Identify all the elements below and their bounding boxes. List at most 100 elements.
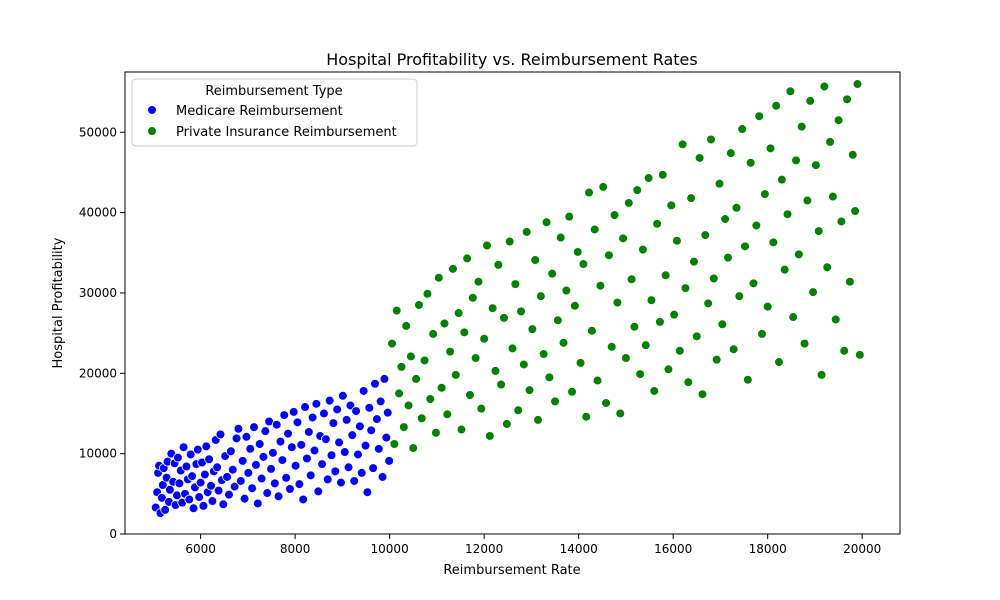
private-insurance-point xyxy=(519,359,529,370)
medicare-point xyxy=(165,485,175,495)
private-insurance-point xyxy=(401,321,411,331)
medicare-point xyxy=(304,427,314,437)
medicare-point xyxy=(194,492,204,502)
medicare-point xyxy=(330,466,341,477)
medicare-point xyxy=(231,433,242,444)
medicare-point xyxy=(343,462,354,473)
medicare-point xyxy=(222,472,232,482)
medicare-point xyxy=(270,478,280,489)
private-insurance-point xyxy=(604,250,614,260)
private-insurance-point xyxy=(419,355,430,366)
medicare-point xyxy=(233,423,244,434)
legend-label-private-insurance: Private Insurance Reimbursement xyxy=(176,125,397,140)
medicare-point xyxy=(277,455,288,465)
plot-frame xyxy=(124,71,901,535)
medicare-point xyxy=(356,468,367,478)
medicare-point xyxy=(319,408,329,419)
medicare-point xyxy=(258,452,269,462)
private-insurance-point xyxy=(530,255,540,265)
medicare-point xyxy=(192,444,203,455)
private-insurance-point xyxy=(482,240,492,251)
private-insurance-point xyxy=(777,174,787,185)
medicare-point xyxy=(285,484,295,494)
medicare-point xyxy=(174,478,185,489)
medicare-point xyxy=(215,429,226,440)
medicare-point xyxy=(302,453,312,464)
private-insurance-point xyxy=(802,195,813,206)
private-insurance-point xyxy=(516,306,526,317)
private-insurance-point xyxy=(822,262,833,273)
private-insurance-point xyxy=(606,341,617,352)
private-insurance-point xyxy=(680,283,691,293)
medicare-point xyxy=(296,440,307,450)
private-insurance-point xyxy=(714,178,725,189)
private-insurance-point xyxy=(737,124,747,134)
medicare-point xyxy=(243,468,254,478)
medicare-point xyxy=(207,496,218,506)
medicare-point xyxy=(381,432,392,443)
private-insurance-point xyxy=(558,337,569,348)
private-insurance-point xyxy=(677,139,688,150)
medicare-point xyxy=(351,406,361,416)
private-insurance-point xyxy=(726,148,736,158)
private-insurance-point xyxy=(700,230,711,240)
private-insurance-point xyxy=(706,134,716,145)
y-tick-label: 30000 xyxy=(79,286,117,300)
medicare-point xyxy=(218,499,229,510)
private-insurance-point xyxy=(570,301,580,311)
private-insurance-point xyxy=(657,170,668,180)
medicare-point xyxy=(260,426,271,436)
private-insurance-point xyxy=(635,369,645,379)
private-insurance-point xyxy=(782,209,793,220)
private-insurance-point xyxy=(533,415,543,425)
private-insurance-point xyxy=(748,278,759,289)
private-insurance-point xyxy=(852,79,863,89)
medicare-point xyxy=(288,407,299,417)
legend-box xyxy=(131,78,418,147)
private-insurance-point xyxy=(442,409,453,420)
medicare-point xyxy=(355,421,365,432)
private-insurance-point xyxy=(433,272,444,283)
private-insurance-point xyxy=(465,390,475,400)
private-insurance-point xyxy=(734,291,745,301)
legend-label-medicare: Medicare Reimbursement xyxy=(176,104,343,119)
private-insurance-point xyxy=(632,185,643,195)
private-insurance-point xyxy=(456,424,467,435)
private-insurance-point xyxy=(411,374,421,384)
private-insurance-point xyxy=(589,224,600,235)
private-insurance-point xyxy=(689,256,699,267)
private-insurance-point xyxy=(578,259,589,269)
medicare-point xyxy=(266,464,276,474)
medicare-point xyxy=(353,449,363,460)
private-insurance-point xyxy=(640,340,651,350)
medicare-point xyxy=(157,493,167,503)
medicare-point xyxy=(268,448,278,458)
x-tick-label: 8000 xyxy=(280,542,311,556)
private-insurance-point xyxy=(808,287,818,297)
private-insurance-point xyxy=(445,346,455,357)
private-insurance-point xyxy=(731,202,742,213)
private-insurance-point xyxy=(399,422,409,432)
private-insurance-point xyxy=(499,313,509,323)
private-insurance-point xyxy=(855,350,865,360)
x-tick-label: 14000 xyxy=(560,542,598,556)
private-insurance-point xyxy=(691,331,702,342)
private-insurance-point xyxy=(805,96,816,106)
private-insurance-point xyxy=(496,379,506,390)
medicare-point xyxy=(160,505,170,515)
medicare-point xyxy=(377,472,388,482)
private-insurance-point xyxy=(521,227,532,237)
medicare-point xyxy=(368,463,378,473)
private-insurance-point xyxy=(643,173,654,183)
private-insurance-point xyxy=(760,189,770,199)
medicare-point xyxy=(252,498,263,509)
private-insurance-point xyxy=(391,305,402,316)
private-insurance-point xyxy=(493,260,504,270)
legend: Reimbursement Type Medicare Reimbursemen… xyxy=(131,78,418,147)
medicare-point xyxy=(204,454,214,465)
private-insurance-point xyxy=(612,297,623,308)
medicare-point xyxy=(311,399,322,409)
x-axis-ticks: 6000 8000 10000 12000 14000 16000 18000 20000 xyxy=(185,534,881,556)
private-insurance-point xyxy=(553,315,563,326)
